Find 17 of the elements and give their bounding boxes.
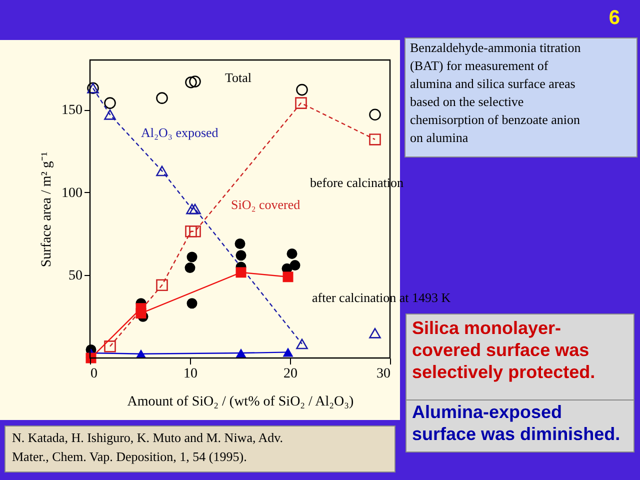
text: 6 — [608, 7, 620, 29]
x-tick-label: 30 — [376, 366, 390, 382]
text: N. Katada, H. Ishiguro, K. Muto and M. Niwa, Adv. Mater., Chem. Vap. Deposition, 1, 54 (1995). — [12, 430, 284, 464]
x-axis-title: Amount of SiO₂ / (wt% of SiO₂ / Al₂O₃) — [127, 394, 354, 410]
annotation: Al₂O₃ exposed — [141, 125, 219, 140]
x-tick-label: 20 — [284, 366, 298, 382]
annotation: Total — [225, 70, 252, 85]
y-axis-title: Surface area / m² g⁻¹ — [40, 152, 54, 268]
x-tick-label: 0 — [90, 366, 98, 382]
y-tick-label: 50 — [68, 268, 82, 284]
text: Benzaldehyde-ammonia titration (BAT) for measurement of alumina and silica surface areas based on the selective chemisorption of benzoate anion on alumina — [410, 40, 582, 145]
x-tick-label: 10 — [184, 366, 198, 382]
y-tick-label: 100 — [62, 186, 82, 201]
annotation: SiO₂ covered — [231, 197, 301, 212]
text: Alumina-exposed surface was diminished. — [412, 402, 620, 444]
y-tick-label: 150 — [62, 103, 82, 118]
text: Silica monolayer- covered surface was selectively protected. — [412, 318, 596, 382]
